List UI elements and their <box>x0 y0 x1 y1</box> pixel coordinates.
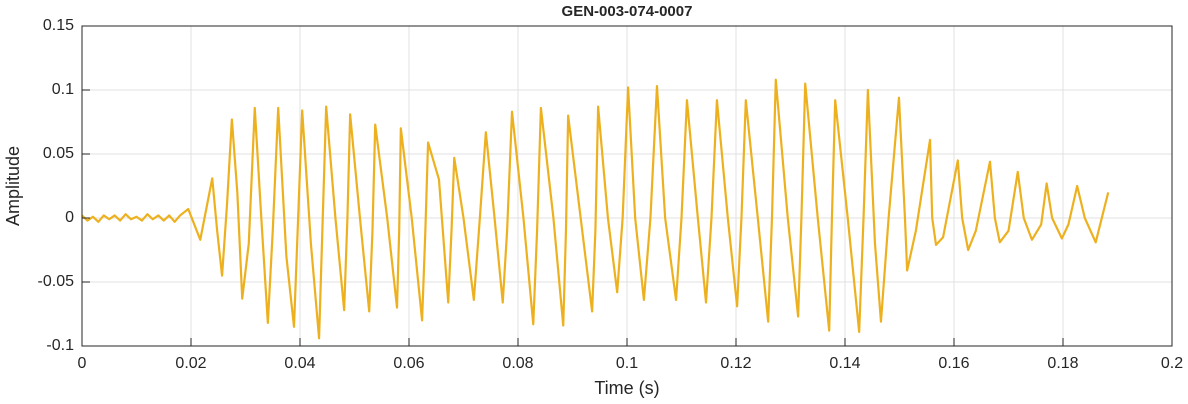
x-tick-label: 0.18 <box>1047 355 1078 372</box>
y-tick-label: 0.1 <box>52 81 74 98</box>
y-tick-label: 0.05 <box>43 145 74 162</box>
x-tick-label: 0.1 <box>616 355 638 372</box>
x-tick-label: 0.02 <box>175 355 206 372</box>
y-axis-label: Amplitude <box>3 146 23 226</box>
x-axis-label: Time (s) <box>594 378 659 398</box>
y-tick-label: 0 <box>65 209 74 226</box>
x-tick-label: 0.08 <box>502 355 533 372</box>
x-tick-label: 0.04 <box>284 355 315 372</box>
series-line <box>81 78 1110 340</box>
chart-title: GEN-003-074-0007 <box>562 3 693 20</box>
x-tick-label: 0.16 <box>938 355 969 372</box>
x-tick-label: 0.14 <box>829 355 860 372</box>
y-tick-label: -0.1 <box>46 337 74 354</box>
x-tick-label: 0 <box>78 355 87 372</box>
y-tick-label: -0.05 <box>38 273 75 290</box>
x-tick-label: 0.12 <box>720 355 751 372</box>
plot <box>81 78 1110 340</box>
x-tick-label: 0.2 <box>1161 355 1183 372</box>
y-tick-label: 0.15 <box>43 17 74 34</box>
x-tick-label: 0.06 <box>393 355 424 372</box>
